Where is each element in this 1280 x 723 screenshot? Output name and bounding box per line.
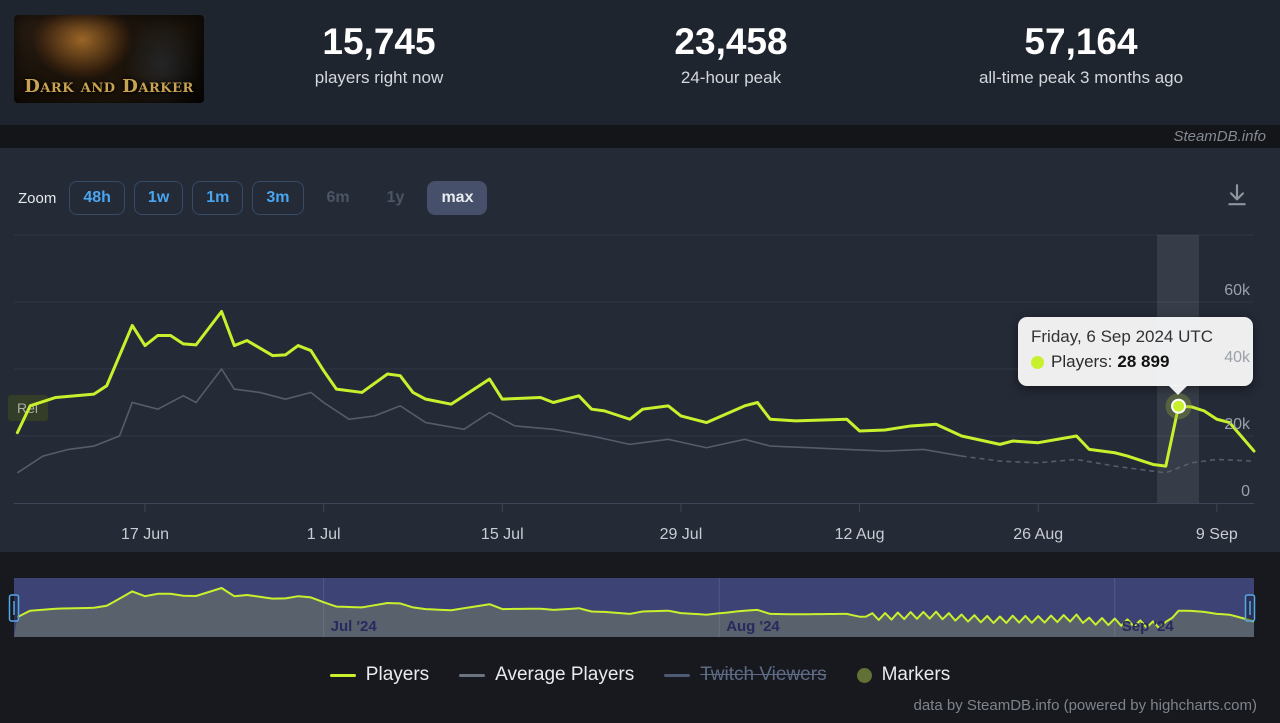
- legend-swatch-line-icon: [459, 673, 486, 677]
- stat-24h-peak: 23,458 24-hour peak: [674, 21, 787, 88]
- zoom-label: Zoom: [18, 189, 57, 207]
- tooltip-series-label: Players:: [1051, 352, 1113, 371]
- players-series-dot-icon: [1031, 355, 1044, 369]
- tooltip-arrow: [1168, 385, 1188, 395]
- zoom-buttons: 48h 1w 1m 3m 6m 1y max: [69, 181, 488, 215]
- stat-24h-peak-label: 24-hour peak: [680, 68, 782, 87]
- legend-swatch-line-icon: [664, 673, 691, 677]
- legend-item-average-players[interactable]: Average Players: [459, 664, 634, 686]
- legend-swatch-line-icon: [329, 673, 356, 677]
- download-icon: [1228, 184, 1246, 206]
- zoom-button-1y: 1y: [373, 181, 419, 215]
- navigator-month-label: Jul '24: [331, 618, 378, 635]
- stat-alltime-peak-value: 57,164: [1024, 21, 1138, 62]
- navigator-area[interactable]: [14, 588, 1254, 637]
- brand-strip: SteamDB.info: [0, 125, 1280, 148]
- legend-item-players[interactable]: Players: [329, 664, 430, 686]
- tooltip-row: Players: 28 899: [1031, 352, 1253, 372]
- average-players-line-dashed[interactable]: [961, 455, 1255, 474]
- brand-steamdb: SteamDB.info: [1173, 128, 1266, 145]
- legend-label: Markers: [881, 664, 951, 685]
- game-capsule[interactable]: Dark and Darker: [14, 15, 204, 103]
- navigator-month-label: Aug '24: [726, 618, 780, 635]
- stat-alltime-peak: 57,164 all-time peak 3 months ago: [979, 21, 1183, 88]
- download-button[interactable]: [1222, 180, 1252, 210]
- stat-players-now-label: players right now: [314, 68, 444, 87]
- legend-label: Average Players: [495, 664, 635, 685]
- stat-alltime-peak-label: all-time peak 3 months ago: [978, 68, 1184, 87]
- header: Dark and Darker 15,745 players right now…: [0, 0, 1280, 125]
- navigator-line: [16, 587, 1255, 630]
- tooltip: Friday, 6 Sep 2024 UTC Players: 28 899: [1018, 317, 1253, 395]
- zoom-button-3m[interactable]: 3m: [252, 181, 304, 215]
- zoom-button-48h[interactable]: 48h: [69, 181, 125, 215]
- legend-item-markers[interactable]: Markers: [856, 664, 951, 686]
- stat-24h-peak-value: 23,458: [674, 21, 788, 62]
- marker-point[interactable]: [1171, 398, 1187, 414]
- chart-credits[interactable]: data by SteamDB.info (powered by highcha…: [913, 697, 1258, 714]
- zoom-button-max[interactable]: max: [427, 181, 488, 215]
- tooltip-value: 28 899: [1117, 352, 1170, 371]
- legend-label: Twitch Viewers: [700, 664, 827, 685]
- legend: Players Average Players Twitch Viewers Mark…: [0, 655, 1280, 695]
- average-players-line[interactable]: [16, 367, 962, 474]
- game-title: Dark and Darker: [24, 76, 194, 97]
- zoom-button-6m: 6m: [313, 181, 364, 215]
- zoom-button-1w[interactable]: 1w: [133, 181, 184, 215]
- players-line[interactable]: [15, 310, 1256, 468]
- stat-players-now-value: 15,745: [322, 21, 436, 62]
- zoom-button-1m[interactable]: 1m: [192, 181, 244, 215]
- tooltip-date: Friday, 6 Sep 2024 UTC: [1031, 327, 1214, 346]
- navigator-month-label: Sep '24: [1122, 618, 1175, 635]
- legend-item-twitch-viewers[interactable]: Twitch Viewers: [664, 664, 827, 686]
- stat-players-now: 15,745 players right now: [315, 21, 444, 88]
- legend-swatch-circle-icon: [856, 667, 872, 683]
- zoom-toolbar: Zoom 48h 1w 1m 3m 6m 1y max: [18, 179, 488, 217]
- legend-label: Players: [365, 664, 430, 685]
